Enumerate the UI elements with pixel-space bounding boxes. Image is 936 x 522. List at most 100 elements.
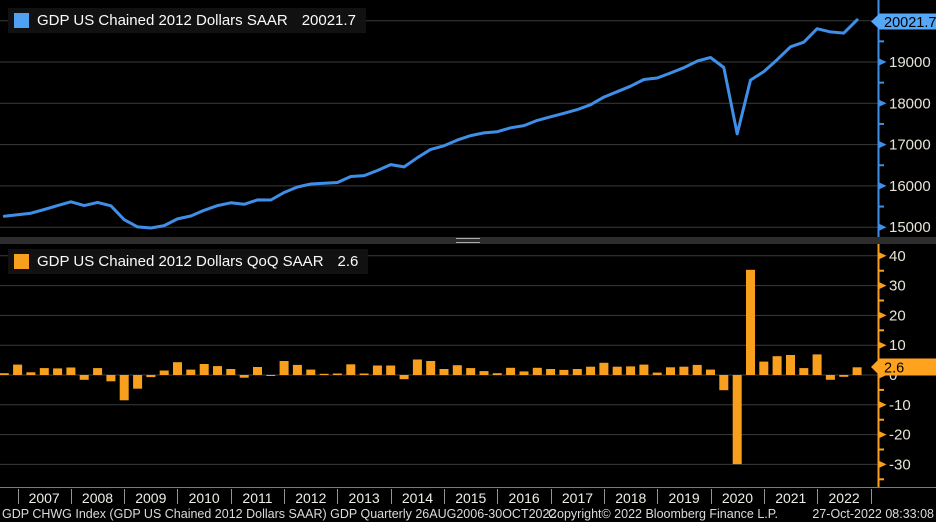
gdp-line: [2, 18, 859, 230]
year-separator: [764, 489, 766, 504]
qoq-bar: [266, 375, 276, 376]
last-value-label: 20021.7: [884, 15, 936, 31]
major-tick-arrow-icon: [878, 400, 887, 409]
qoq-bar: [239, 375, 249, 378]
axis-tick-label: 15000: [889, 219, 931, 236]
legend-value: 2.6: [337, 253, 359, 270]
qoq-bar: [386, 365, 396, 375]
qoq-bar: [159, 370, 169, 375]
qoq-bar: [559, 369, 569, 375]
qoq-bar: [26, 372, 36, 375]
legend-gdp-qoq-saar[interactable]: GDP US Chained 2012 Dollars QoQ SAAR 2.6: [8, 249, 369, 274]
year-separator: [444, 489, 446, 504]
axis-tick-label: -10: [889, 397, 911, 414]
axis-tick-label: 17000: [889, 137, 931, 154]
year-label: 2012: [295, 490, 327, 506]
year-separator: [124, 489, 126, 504]
axis-tick-label: 19000: [889, 54, 931, 71]
panel-resize-handle[interactable]: [456, 238, 480, 243]
year-separator: [550, 489, 552, 504]
qoq-bar: [706, 369, 715, 375]
year-separator: [497, 489, 499, 504]
qoq-bar: [186, 369, 196, 375]
year-separator: [177, 489, 179, 504]
qoq-bar: [786, 355, 795, 375]
qoq-bar: [426, 361, 436, 375]
year-separator: [230, 489, 232, 504]
qoq-bar: [332, 373, 342, 375]
gdp-level-chart[interactable]: 200001900018000170001600015000 20021.7: [0, 0, 936, 237]
year-label: 2009: [135, 490, 167, 506]
year-separator: [604, 489, 606, 504]
status-bar: GDP CHWG Index (GDP US Chained 2012 Doll…: [0, 507, 936, 522]
qoq-bar: [439, 369, 449, 375]
qoq-bar: [213, 366, 222, 375]
legend-gdp-saar[interactable]: GDP US Chained 2012 Dollars SAAR 20021.7: [8, 8, 366, 33]
qoq-bar: [146, 375, 156, 378]
year-label: 2021: [775, 490, 807, 506]
timestamp: 27-Oct-2022 08:33:08: [812, 507, 934, 521]
qoq-bar: [799, 368, 809, 375]
qoq-bar: [759, 361, 769, 375]
qoq-bar: [825, 375, 835, 380]
qoq-bar: [279, 361, 289, 375]
legend-label: GDP US Chained 2012 Dollars QoQ SAAR: [37, 253, 324, 270]
year-separator: [657, 489, 659, 504]
major-tick-arrow-icon: [878, 341, 887, 350]
qoq-bar: [599, 362, 609, 375]
x-axis-year-row: 2007 2008 2009 2010 2011 2012 2013 2014 2015 2016…: [0, 487, 936, 508]
qoq-bars: [0, 269, 862, 465]
year-separator: [337, 489, 339, 504]
qoq-bar: [306, 369, 316, 375]
gdp-line-series: [2, 18, 859, 230]
qoq-bar: [412, 359, 422, 375]
qoq-bar: [532, 367, 542, 375]
blue-series-swatch-icon: [14, 13, 29, 28]
qoq-bar: [346, 364, 356, 375]
last-value-tag-orange: 2.6: [871, 358, 936, 377]
qoq-bar: [0, 373, 9, 375]
qoq-bar: [572, 369, 582, 375]
qoq-bar: [852, 367, 862, 375]
year-separator: [870, 489, 872, 504]
axis-tick-label: -30: [889, 456, 911, 473]
axis-tick-label: 18000: [889, 95, 931, 112]
axis-tick-label: -20: [889, 427, 911, 444]
qoq-bar: [639, 364, 649, 375]
qoq-bar: [519, 371, 529, 375]
year-separator: [70, 489, 72, 504]
qoq-bar: [612, 366, 622, 375]
qoq-bar: [679, 366, 689, 375]
year-label: 2019: [668, 490, 700, 506]
qoq-bar: [253, 367, 262, 375]
qoq-bar: [466, 368, 476, 375]
major-tick-arrow-icon: [878, 99, 887, 108]
major-tick-arrow-icon: [878, 223, 887, 232]
qoq-bar: [626, 366, 636, 375]
major-tick-arrow-icon: [878, 460, 887, 469]
last-value-label: 2.6: [884, 361, 904, 377]
gdp-qoq-chart[interactable]: 403020100-10-20-30 2.6: [0, 244, 936, 487]
qoq-bar: [319, 373, 329, 375]
qoq-bar: [772, 356, 782, 375]
year-separator: [817, 489, 819, 504]
year-label: 2013: [348, 490, 380, 506]
last-value-tag-blue: 20021.7: [871, 13, 936, 31]
qoq-bar: [546, 369, 556, 375]
axis-tick-label: 40: [889, 248, 906, 265]
qoq-bar: [53, 368, 63, 375]
qoq-bar: [119, 375, 129, 401]
year-separator: [390, 489, 392, 504]
qoq-bar: [79, 375, 89, 380]
qoq-bar: [292, 364, 302, 375]
qoq-bar: [492, 373, 502, 375]
year-label: 2007: [28, 490, 60, 506]
qoq-bar: [666, 367, 675, 375]
year-label: 2008: [81, 490, 114, 506]
top-right-axis: 200001900018000170001600015000: [877, 0, 931, 237]
qoq-bar: [479, 371, 489, 375]
qoq-bar: [359, 373, 369, 375]
year-label: 2018: [615, 490, 647, 506]
qoq-bar: [746, 269, 755, 375]
year-separator: [284, 489, 286, 504]
